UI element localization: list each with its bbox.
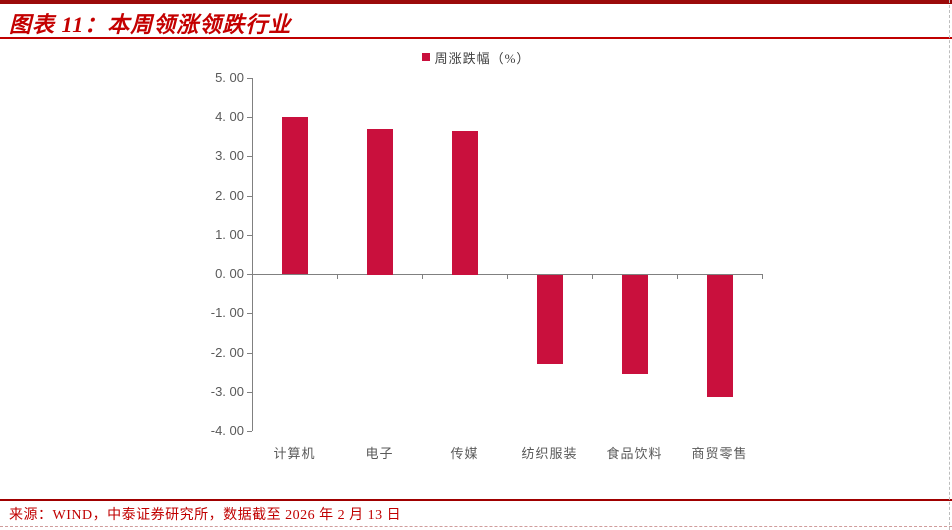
- y-axis-line: [252, 78, 253, 431]
- bar-纺织服装: [537, 275, 563, 364]
- source-note: 来源：WIND，中泰证券研究所，数据截至 2026 年 2 月 13 日: [9, 508, 402, 523]
- y-axis-tick: [247, 235, 252, 236]
- x-axis-label: 计算机: [273, 446, 316, 461]
- top-rule: [0, 0, 952, 4]
- x-axis-label: 纺织服装: [521, 446, 578, 461]
- bar-商贸零售: [707, 275, 733, 397]
- y-axis-tick: [247, 274, 252, 275]
- y-axis-label: 1. 00: [215, 227, 244, 242]
- chart-legend: 周涨跌幅（%）: [0, 49, 952, 66]
- page-border-bottom: [0, 526, 952, 527]
- x-axis-tick: [677, 274, 678, 279]
- bar-chart: 5. 00 4. 00 3. 00 2. 00 1. 00 0. 00 -1. 00 -2. …: [210, 70, 763, 461]
- y-axis-label: 5. 00: [215, 70, 244, 85]
- x-axis-tick: [592, 274, 593, 279]
- y-axis-tick: [247, 78, 252, 79]
- y-axis-tick: [247, 313, 252, 314]
- x-axis-tick: [337, 274, 338, 279]
- x-axis-tick: [507, 274, 508, 279]
- page-border-right: [949, 0, 950, 530]
- figure-title: 图表 11：本周领涨领跌行业: [9, 12, 292, 37]
- x-axis-label: 传媒: [450, 446, 479, 461]
- y-axis-label: 4. 00: [215, 109, 244, 124]
- x-axis-label: 食品饮料: [606, 446, 663, 461]
- y-axis-label: -1. 00: [210, 305, 244, 320]
- y-axis-tick: [247, 196, 252, 197]
- y-axis-label: -2. 00: [210, 345, 244, 360]
- x-axis-tick: [762, 274, 763, 279]
- bar-电子: [367, 129, 393, 275]
- y-axis-label: 0. 00: [215, 266, 244, 281]
- y-axis-tick: [247, 353, 252, 354]
- x-axis-label: 商贸零售: [691, 446, 748, 461]
- y-axis-tick: [247, 392, 252, 393]
- y-axis-label: -4. 00: [210, 423, 244, 438]
- y-axis-label: -3. 00: [210, 384, 244, 399]
- bar-食品饮料: [622, 275, 648, 374]
- y-axis-label: 3. 00: [215, 148, 244, 163]
- y-axis-tick: [247, 117, 252, 118]
- bar-计算机: [282, 117, 308, 274]
- x-axis-tick: [422, 274, 423, 279]
- x-axis-label: 电子: [365, 446, 394, 461]
- y-axis-label: 2. 00: [215, 188, 244, 203]
- y-axis-tick: [247, 431, 252, 432]
- title-underline: [0, 37, 952, 39]
- legend-marker-swatch: [421, 53, 430, 61]
- y-axis-tick: [247, 156, 252, 157]
- legend-label: 周涨跌幅（%）: [434, 50, 531, 66]
- footer-rule: [0, 499, 952, 501]
- bar-传媒: [452, 131, 478, 275]
